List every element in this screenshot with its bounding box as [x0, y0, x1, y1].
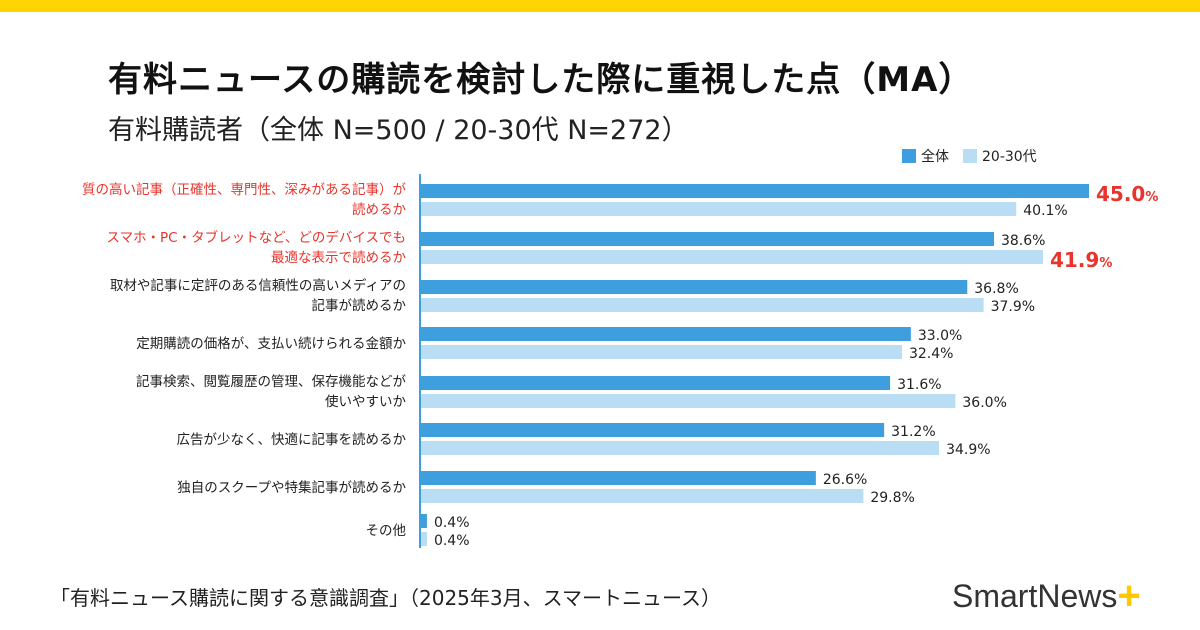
bar-all — [421, 514, 427, 528]
data-label: 0.4% — [434, 515, 470, 531]
category-label: 取材や記事に定評のある信頼性の高いメディアの — [110, 277, 406, 294]
top-accent-bar — [0, 0, 1200, 12]
data-label: 32.4% — [909, 346, 953, 362]
data-label: 34.9% — [946, 442, 990, 458]
data-label: 37.9% — [991, 299, 1035, 315]
source-note: 「有料ニュース購読に関する意識調査」（2025年3月、スマートニュース） — [50, 586, 722, 610]
bar-young — [421, 441, 940, 455]
legend-swatch-young — [963, 149, 977, 163]
category-label: 定期購読の価格が、支払い続けられる金額か — [136, 336, 406, 352]
category-label: 最適な表示で読めるか — [271, 249, 406, 266]
legend-swatch-all — [902, 149, 916, 163]
bar-young — [421, 489, 864, 503]
data-label: 31.2% — [891, 424, 935, 440]
data-label: 36.8% — [974, 281, 1018, 297]
bar-all — [421, 376, 891, 390]
bar-all — [421, 423, 885, 437]
bar-young — [421, 298, 984, 312]
data-label: 45.0% — [1096, 182, 1158, 206]
category-label: 記事検索、閲覧履歴の管理、保存機能などが — [136, 373, 406, 390]
category-label: 記事が読めるか — [312, 297, 407, 314]
data-label: 31.6% — [897, 377, 941, 393]
page-subtitle: 有料購読者（全体 N=500 / 20-30代 N=272） — [108, 115, 689, 146]
legend-item-all: 全体 — [902, 146, 949, 166]
data-label: 40.1% — [1023, 203, 1067, 219]
bar-all — [421, 471, 816, 485]
category-label: 独自のスクープや特集記事が読めるか — [177, 479, 406, 496]
plus-icon: + — [1117, 574, 1141, 618]
data-label: 0.4% — [434, 533, 470, 549]
category-label: 質の高い記事（正確性、専門性、深みがある記事）が — [82, 181, 406, 198]
bar-young — [421, 394, 956, 408]
category-label: 広告が少なく、快適に記事を読めるか — [177, 431, 407, 448]
data-label: 29.8% — [870, 490, 914, 506]
page-title: 有料ニュースの購読を検討した際に重視した点（MA） — [108, 60, 974, 100]
bar-all — [421, 232, 994, 246]
data-label: 26.6% — [823, 472, 867, 488]
bar-young — [421, 532, 427, 546]
category-label: スマホ・PC・タブレットなど、どのデバイスでも — [106, 229, 406, 246]
bar-young — [421, 250, 1043, 264]
data-label: 33.0% — [918, 328, 962, 344]
bar-all — [421, 184, 1089, 198]
logo-text: SmartNews — [952, 578, 1118, 614]
bar-young — [421, 202, 1017, 216]
bar-young — [421, 345, 902, 359]
legend: 全体 20-30代 — [902, 146, 1037, 166]
bar-all — [421, 327, 911, 341]
data-label: 38.6% — [1001, 233, 1045, 249]
category-label: 使いやすいか — [325, 393, 406, 410]
bar-all — [421, 280, 968, 294]
bar-chart: 質の高い記事（正確性、専門性、深みがある記事）が読めるか 45.0% 40.1% スマ… — [82, 174, 1158, 549]
legend-label-young: 20-30代 — [982, 149, 1037, 165]
legend-label-all: 全体 — [921, 149, 949, 165]
category-label: 読めるか — [352, 202, 406, 218]
data-label: 36.0% — [962, 395, 1006, 411]
category-label: その他 — [366, 523, 407, 539]
smartnews-logo: SmartNews+ — [952, 572, 1141, 618]
legend-item-young: 20-30代 — [963, 146, 1037, 166]
data-label: 41.9% — [1050, 248, 1112, 272]
